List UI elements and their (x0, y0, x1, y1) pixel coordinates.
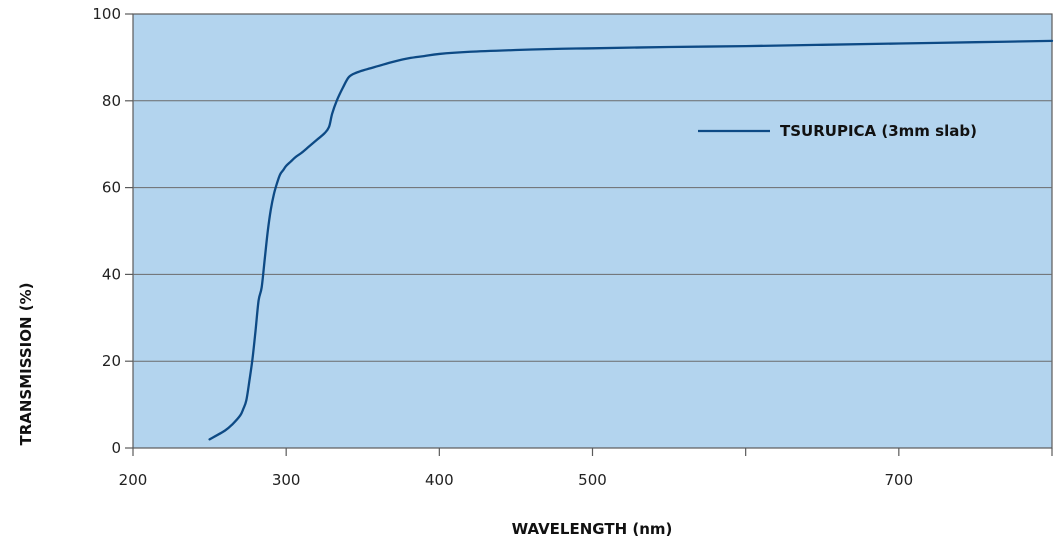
x-tick-label: 700 (885, 471, 914, 489)
x-tick-label: 500 (578, 471, 607, 489)
x-tick-label: 200 (119, 471, 148, 489)
x-tick-label: 400 (425, 471, 454, 489)
y-tick-label: 0 (111, 439, 121, 457)
horizontal-grid (133, 100, 1052, 362)
legend: TSURUPICA (3mm slab) (698, 122, 977, 140)
x-tick-label: 300 (272, 471, 301, 489)
series-line (208, 39, 1054, 441)
y-tick-label: 100 (92, 5, 121, 23)
series-lines (208, 39, 1054, 441)
y-tick-label: 80 (102, 92, 121, 110)
plot-background (132, 13, 1053, 449)
y-axis-title: TRANSMISSION (%) (17, 282, 35, 445)
y-tick-label: 40 (102, 265, 121, 283)
x-axis-ticks: 200 300 400 500 700 (119, 448, 1053, 489)
y-tick-label: 20 (102, 352, 121, 370)
x-axis-title: WAVELENGTH (nm) (512, 520, 673, 538)
y-axis-ticks: 0 20 40 60 80 100 (92, 5, 133, 457)
legend-label: TSURUPICA (3mm slab) (780, 122, 977, 140)
y-tick-label: 60 (102, 179, 121, 197)
